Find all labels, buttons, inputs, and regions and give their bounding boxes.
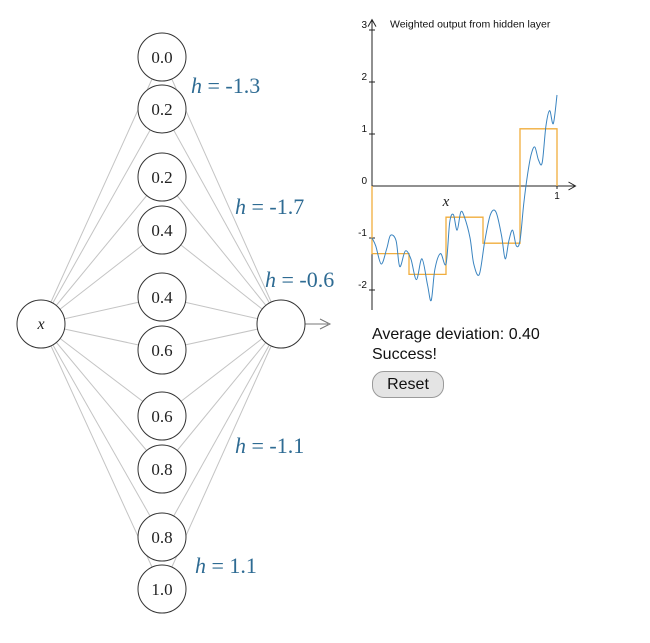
hidden-neuron[interactable]: 1.0: [137, 564, 187, 614]
status-text: Success!: [372, 346, 437, 363]
bias-label: h = -1.1: [235, 433, 304, 458]
step-function-series: [371, 128, 558, 276]
input-node: x: [16, 299, 66, 349]
reset-button[interactable]: Reset: [372, 371, 444, 398]
neuron-label: 0.8: [151, 528, 172, 547]
y-tick-label: 1: [361, 124, 367, 135]
connection-lines: [40, 56, 282, 590]
neuron-label: 0.2: [151, 168, 172, 187]
neuron-label: 1.0: [151, 580, 172, 599]
hidden-neuron[interactable]: 0.6: [137, 325, 187, 375]
neuron-label: 0.0: [151, 48, 172, 67]
output-edge-2: [161, 176, 282, 325]
target-function-series: [371, 94, 558, 302]
hidden-neuron[interactable]: 0.2: [137, 84, 187, 134]
hidden-neuron[interactable]: 0.4: [137, 205, 187, 255]
bias-label: h = -1.7: [235, 194, 304, 219]
output-arrow: [305, 318, 332, 330]
y-tick-label: -1: [358, 228, 367, 239]
x-axis-arrow: [568, 181, 577, 191]
neuron-label: 0.4: [151, 221, 173, 240]
neuron-label: 0.4: [151, 288, 173, 307]
bias-label: h = -0.6: [265, 267, 334, 292]
neural-network-diagram: x 0.0 0.2 0.2 0.4 0.4 0.6 0.6 0.8 0.8 1.0 h = -1.3…: [16, 32, 334, 614]
neuron-label: 0.6: [151, 341, 172, 360]
output-arrow-head: [319, 318, 332, 330]
hidden-neuron[interactable]: 0.4: [137, 272, 187, 322]
neuron-nodes: x 0.0 0.2 0.2 0.4 0.4 0.6 0.6 0.8 0.8 1.0: [16, 32, 306, 614]
input-edge-7: [40, 323, 163, 470]
neuron-label: 0.6: [151, 407, 172, 426]
output-edge-8: [161, 323, 282, 538]
output-edge-1: [161, 108, 282, 325]
output-edge-7: [161, 323, 282, 470]
y-tick-label: 2: [361, 72, 367, 83]
neuron-label: 0.8: [151, 460, 172, 479]
y-tick-label: 3: [361, 20, 367, 31]
hidden-neuron[interactable]: 0.8: [137, 512, 187, 562]
bias-label: h = -1.3: [191, 73, 260, 98]
neuron-label: 0.2: [151, 100, 172, 119]
output-edge-6: [161, 323, 282, 417]
chart-title: Weighted output from hidden layer: [390, 19, 551, 31]
input-label: x: [36, 316, 44, 333]
average-deviation-text: Average deviation: 0.40: [372, 326, 540, 343]
hidden-neuron[interactable]: 0.6: [137, 391, 187, 441]
y-axis-arrow: [367, 18, 377, 27]
x-axis-label: x: [442, 194, 450, 210]
input-edge-2: [40, 176, 163, 325]
input-edge-6: [40, 323, 163, 417]
output-edge-3: [161, 229, 282, 325]
bias-label: h = 1.1: [195, 553, 257, 578]
output-node: [256, 299, 306, 349]
y-tick-label: -2: [358, 280, 367, 291]
x-tick-label: 1: [554, 191, 560, 202]
bias-labels: h = -1.3 h = -1.7 h = -0.6 h = -1.1 h = 1.1: [191, 73, 334, 578]
y-tick-label: 0: [361, 176, 367, 187]
input-edge-8: [40, 323, 163, 538]
input-edge-1: [40, 108, 163, 325]
input-edge-3: [40, 229, 163, 325]
chart-axes: 3 2 1 0 -1 -2 1: [358, 18, 577, 310]
weighted-output-chart: 3 2 1 0 -1 -2 1 Weighted output from hidden lay…: [358, 18, 577, 310]
hidden-neuron[interactable]: 0.8: [137, 444, 187, 494]
hidden-neuron[interactable]: 0.2: [137, 152, 187, 202]
result-panel: Average deviation: 0.40 Success!: [372, 325, 540, 365]
hidden-neuron[interactable]: 0.0: [137, 32, 187, 82]
